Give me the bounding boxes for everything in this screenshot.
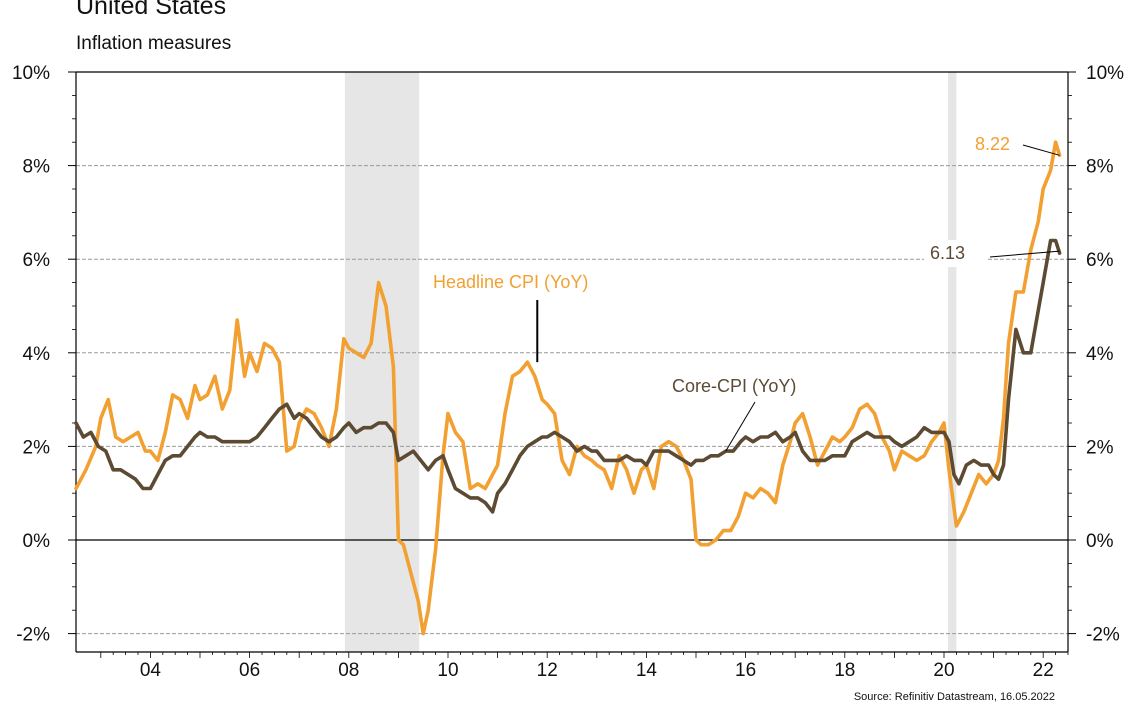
x-tick-label: 12 (537, 660, 558, 681)
x-tick-label: 18 (834, 660, 855, 681)
core-cpi-leader (725, 401, 756, 452)
chart-subtitle: Inflation measures (76, 33, 232, 54)
y-tick-label-left: 8% (23, 157, 51, 178)
headline-end-leader (1022, 144, 1060, 156)
x-tick-label: 14 (636, 660, 658, 681)
y-tick-label-right: 10% (1086, 63, 1124, 84)
x-tick-label: 04 (140, 660, 162, 681)
y-tick-label-left: 6% (23, 250, 51, 271)
headline-cpi-label: Headline CPI (YoY) (433, 272, 588, 292)
y-tick-label-left: 10% (12, 63, 50, 84)
x-tick-label: 22 (1033, 660, 1054, 681)
y-tick-label-left: -2% (16, 625, 50, 646)
x-tick-label: 06 (239, 660, 260, 681)
x-tick-label: 20 (933, 660, 954, 681)
source-note: Source: Refinitiv Datastream, 16.05.2022 (853, 691, 1055, 703)
core-cpi-line (74, 238, 1062, 514)
y-tick-label-right: 0% (1086, 531, 1114, 552)
headline-end-value: 8.22 (975, 134, 1010, 154)
core-cpi-label: Core-CPI (YoY) (672, 376, 796, 396)
core-end-leader (989, 250, 1060, 258)
x-tick-label: 10 (437, 660, 458, 681)
core-end-value-bg (924, 240, 986, 267)
chart-title: United States (76, 0, 227, 20)
y-tick-label-left: 2% (23, 437, 51, 458)
y-tick-label-left: 0% (23, 531, 51, 552)
annotations-group: Headline CPI (YoY) Core-CPI (YoY) 8.22 6.13 (433, 134, 1060, 452)
series-group (74, 140, 1062, 636)
y-tick-label-right: 2% (1086, 437, 1114, 458)
headline-cpi-line (74, 140, 1062, 636)
recession-band (947, 72, 957, 652)
y-tick-label-right: 8% (1086, 157, 1114, 178)
y-tick-label-right: -2% (1086, 625, 1120, 646)
recession-shading-group (344, 72, 957, 652)
axes-group: -2% -2% 0% 0% 2% 2% 4% 4% 6% 6% 8% 8% 10% 10% 04 06 08 10… (12, 63, 1124, 681)
y-tick-label-right: 6% (1086, 250, 1114, 271)
core-end-value: 6.13 (930, 243, 965, 263)
x-tick-label: 16 (735, 660, 756, 681)
y-tick-label-left: 4% (23, 344, 51, 365)
x-tick-label: 08 (338, 660, 359, 681)
y-tick-label-right: 4% (1086, 344, 1114, 365)
